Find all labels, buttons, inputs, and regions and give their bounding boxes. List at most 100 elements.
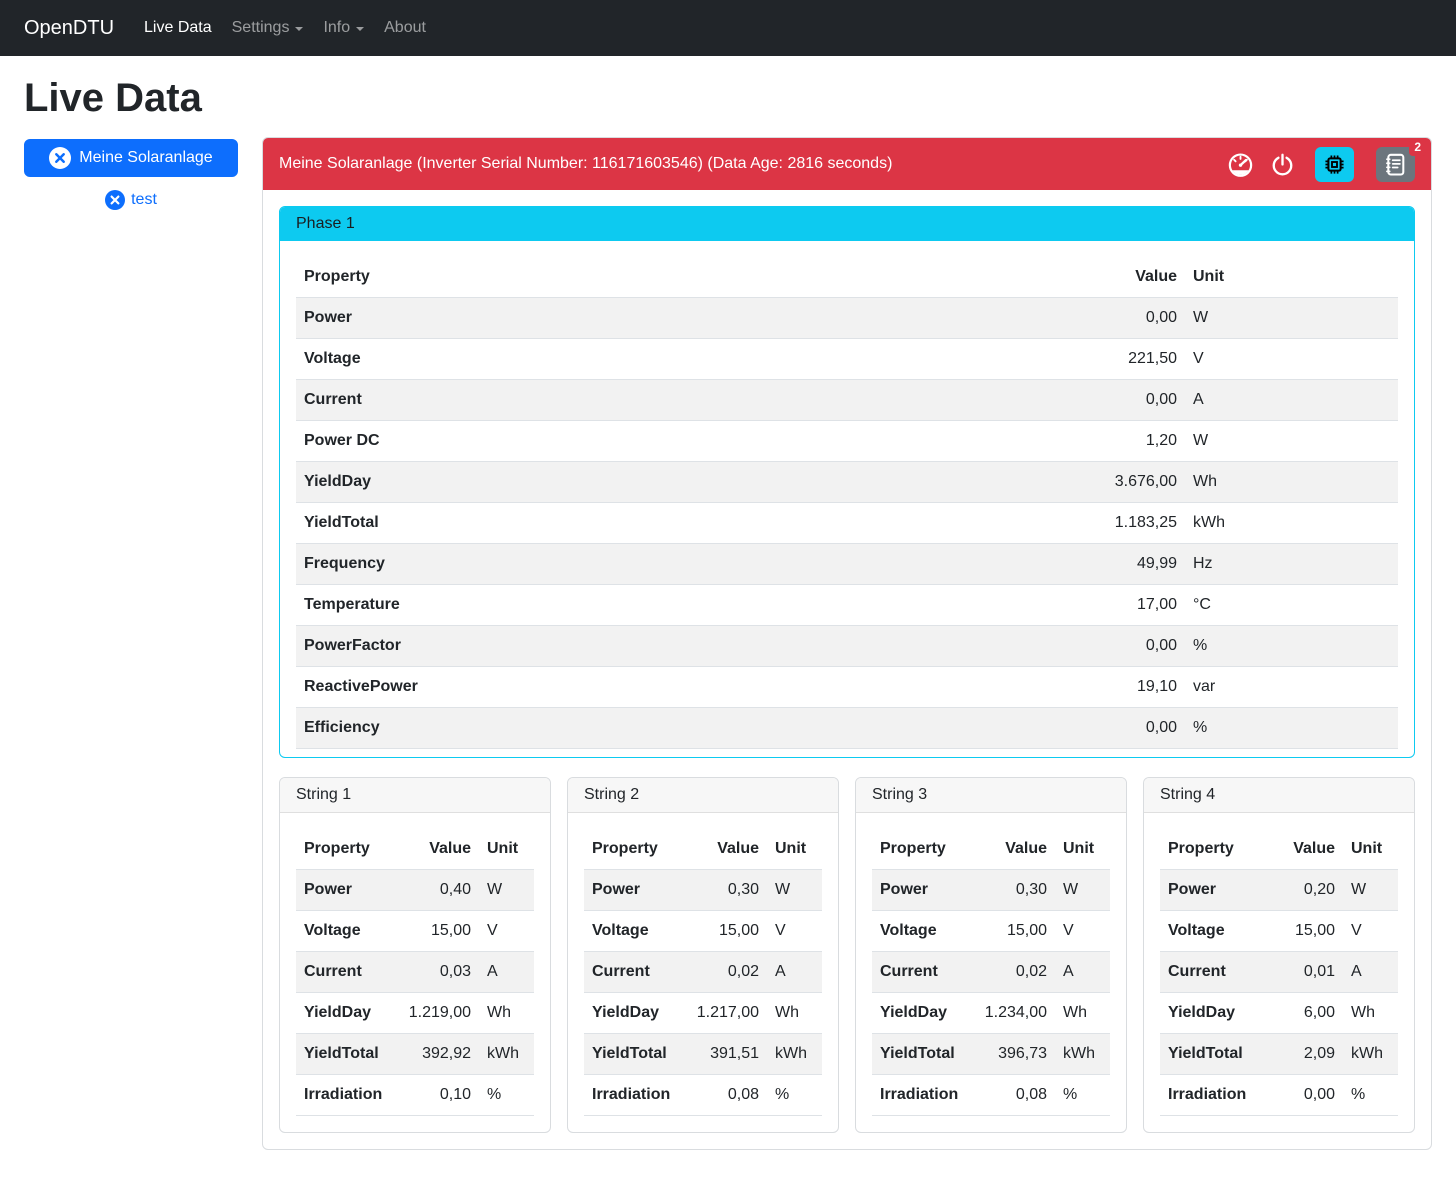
unit-cell: Wh <box>1343 992 1398 1034</box>
unit-cell: % <box>1055 1074 1110 1116</box>
table-row: YieldDay 1.219,00 Wh <box>296 992 534 1034</box>
phase-1-table: Property Value Unit Power 0,00 W Voltage 22… <box>296 257 1398 749</box>
table-row: YieldTotal 391,51 kWh <box>584 1033 822 1075</box>
value-cell: 391,51 <box>679 1033 767 1075</box>
table-row: Voltage 15,00 V <box>296 910 534 952</box>
table-header-row: Property Value Unit <box>296 257 1398 298</box>
value-cell: 0,02 <box>679 951 767 993</box>
value-cell: 0,10 <box>391 1074 479 1116</box>
nav-info-dropdown[interactable]: Info <box>313 11 374 45</box>
value-cell: 0,00 <box>1045 379 1185 421</box>
value-cell: 0,02 <box>967 951 1055 993</box>
unit-cell: W <box>1055 869 1110 911</box>
property-cell: Irradiation <box>1160 1074 1255 1116</box>
table-row: YieldTotal 392,92 kWh <box>296 1033 534 1075</box>
property-cell: Efficiency <box>296 707 1045 749</box>
value-cell: 0,03 <box>391 951 479 993</box>
table-row: YieldDay 6,00 Wh <box>1160 992 1398 1034</box>
inverter-card-header: Meine Solaranlage (Inverter Serial Numbe… <box>263 137 1431 190</box>
table-row: YieldTotal 2,09 kWh <box>1160 1033 1398 1075</box>
table-row: Power 0,40 W <box>296 869 534 911</box>
table-row: YieldTotal 1.183,25 kWh <box>296 502 1398 544</box>
unit-cell: Wh <box>1055 992 1110 1034</box>
main-content: Meine Solaranlage (Inverter Serial Numbe… <box>262 137 1432 1150</box>
unit-cell: Wh <box>479 992 534 1034</box>
event-log-button[interactable]: 2 <box>1376 137 1426 182</box>
inverter-card-title: Meine Solaranlage (Inverter Serial Numbe… <box>279 155 893 172</box>
unit-cell: kWh <box>1343 1033 1398 1075</box>
property-cell: YieldDay <box>584 992 679 1034</box>
column-header-property: Property <box>1160 829 1255 870</box>
unit-cell: W <box>479 869 534 911</box>
value-cell: 0,30 <box>967 869 1055 911</box>
table-header-row: Property Value Unit <box>872 829 1110 870</box>
value-cell: 6,00 <box>1255 992 1343 1034</box>
value-cell: 0,20 <box>1255 869 1343 911</box>
property-cell: Power <box>296 869 391 911</box>
inverter-test-link[interactable]: test <box>24 190 238 210</box>
value-cell: 49,99 <box>1045 543 1185 585</box>
column-header-property: Property <box>296 257 1045 298</box>
unit-cell: W <box>1343 869 1398 911</box>
column-header-unit: Unit <box>767 829 822 870</box>
value-cell: 0,00 <box>1255 1074 1343 1116</box>
property-cell: YieldDay <box>1160 992 1255 1034</box>
property-cell: Voltage <box>584 910 679 952</box>
unit-cell: V <box>767 910 822 952</box>
property-cell: Current <box>296 379 1045 421</box>
nav-about[interactable]: About <box>384 19 426 36</box>
property-cell: Power <box>296 297 1045 339</box>
nav-live-data[interactable]: Live Data <box>144 19 212 36</box>
nav-settings-label: Settings <box>231 19 290 36</box>
brand-opendtu[interactable]: OpenDTU <box>24 16 115 39</box>
x-circle-icon <box>105 190 126 210</box>
property-cell: Irradiation <box>872 1074 967 1116</box>
inverter-card-body: Phase 1 Property Value Unit <box>263 190 1431 1149</box>
table-row: Irradiation 0,10% <box>296 1074 534 1116</box>
property-cell: YieldDay <box>872 992 967 1034</box>
nav-settings-dropdown[interactable]: Settings <box>222 11 314 45</box>
string-3-table: Property Value Unit Power 0,30 W Voltage 15… <box>872 829 1110 1116</box>
property-cell: YieldDay <box>296 992 391 1034</box>
value-cell: 0,00 <box>1045 625 1185 667</box>
property-cell: Voltage <box>1160 910 1255 952</box>
table-row: Current 0,00 A <box>296 379 1398 421</box>
property-cell: YieldDay <box>296 461 1045 503</box>
unit-cell: A <box>1343 951 1398 993</box>
property-cell: Current <box>584 951 679 993</box>
string-1-table: Property Value Unit Power 0,40 W Voltage 15… <box>296 829 534 1116</box>
journal-text-icon <box>1383 152 1408 177</box>
unit-cell: A <box>1055 951 1110 993</box>
unit-cell: % <box>1185 625 1398 667</box>
unit-cell: A <box>479 951 534 993</box>
cpu-icon <box>1322 152 1347 177</box>
property-cell: YieldTotal <box>1160 1033 1255 1075</box>
value-cell: 3.676,00 <box>1045 461 1185 503</box>
string-4-card: String 4 Property Value Unit <box>1143 777 1415 1133</box>
restart-device-button[interactable] <box>1315 146 1354 182</box>
inverter-sidebar: Meine Solaranlage test <box>24 137 238 210</box>
column-header-property: Property <box>584 829 679 870</box>
unit-cell: % <box>1185 707 1398 749</box>
power-button[interactable] <box>1270 152 1295 177</box>
column-header-property: Property <box>296 829 391 870</box>
column-header-unit: Unit <box>1343 829 1398 870</box>
table-row: YieldDay 3.676,00 Wh <box>296 461 1398 503</box>
content-layout: Meine Solaranlage test Meine Solaranlage… <box>0 137 1456 1160</box>
value-cell: 17,00 <box>1045 584 1185 626</box>
inverter-select-button[interactable]: Meine Solaranlage <box>24 139 238 177</box>
value-cell: 392,92 <box>391 1033 479 1075</box>
unit-cell: kWh <box>1185 502 1398 544</box>
event-count-badge: 2 <box>1409 137 1426 156</box>
string-2-body: Property Value Unit Power 0,30 W Voltage 15… <box>568 813 838 1132</box>
property-cell: Current <box>296 951 391 993</box>
unit-cell: A <box>767 951 822 993</box>
property-cell: YieldTotal <box>296 502 1045 544</box>
limit-settings-button[interactable] <box>1227 151 1254 178</box>
column-header-unit: Unit <box>1055 829 1110 870</box>
value-cell: 0,40 <box>391 869 479 911</box>
value-cell: 1.217,00 <box>679 992 767 1034</box>
table-row: Power 0,00 W <box>296 297 1398 339</box>
table-row: Irradiation 0,00% <box>1160 1074 1398 1116</box>
value-cell: 15,00 <box>967 910 1055 952</box>
